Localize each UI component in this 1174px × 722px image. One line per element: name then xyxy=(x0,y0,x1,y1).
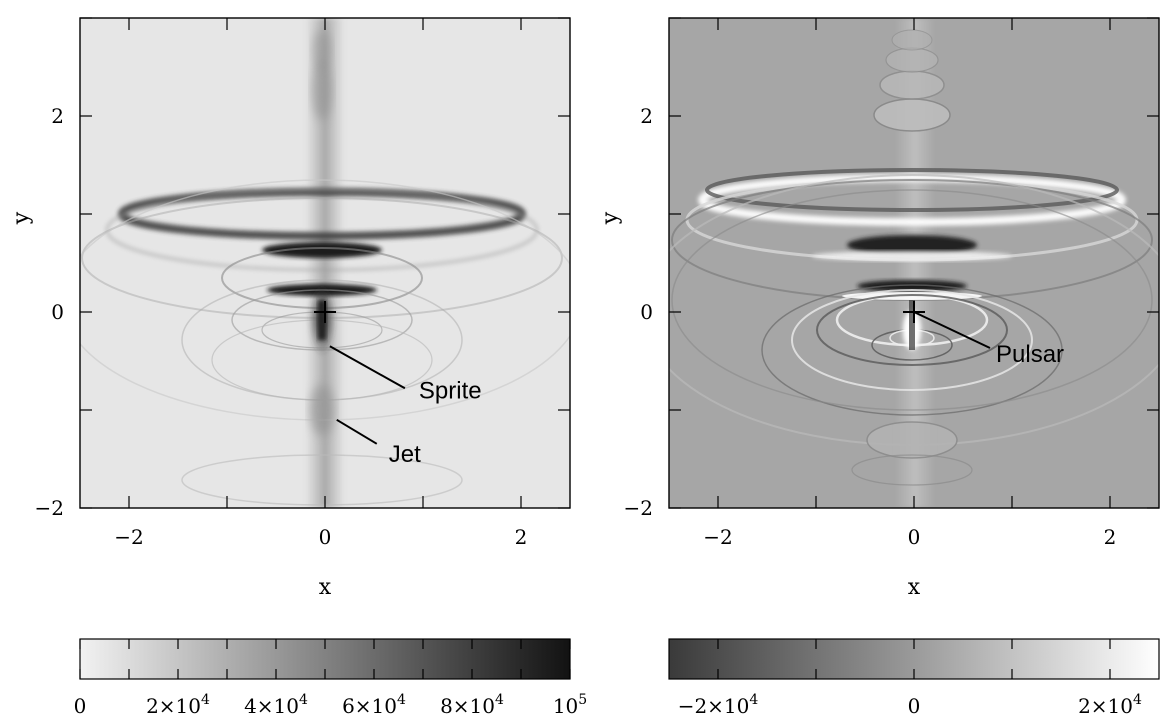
left-x-tick-label: 0 xyxy=(319,525,332,549)
right-colorbar-label: −2×104 xyxy=(678,692,759,718)
left-colorbar-axis: 0 2×104 4×104 6×104 8×104 105 xyxy=(74,639,587,718)
left-y-tick-label: −2 xyxy=(35,496,64,520)
left-axes: −2 0 2 −2 0 2 x y Sprite Jet xyxy=(9,17,571,600)
left-x-tick-label: 2 xyxy=(515,525,528,549)
annotation-sprite: Sprite xyxy=(419,377,482,404)
right-y-tick-label: 2 xyxy=(640,104,653,128)
annotation-leader-pulsar xyxy=(913,311,991,349)
annotation-leader-sprite xyxy=(329,345,406,390)
left-colorbar-label: 6×104 xyxy=(342,692,406,718)
left-y-axis-title: y xyxy=(9,211,34,225)
annotation-jet: Jet xyxy=(389,441,421,468)
left-colorbar-label: 105 xyxy=(553,692,587,718)
left-y-tick-label: 0 xyxy=(51,300,64,324)
left-x-axis-title: x xyxy=(319,575,332,600)
right-x-tick-label: 2 xyxy=(1104,525,1117,549)
annotation-leader-jet xyxy=(336,418,378,445)
right-x-tick-label: −2 xyxy=(703,525,732,549)
left-colorbar-label: 4×104 xyxy=(244,692,308,718)
right-y-tick-label: 0 xyxy=(640,300,653,324)
left-colorbar-label: 8×104 xyxy=(440,692,504,718)
left-x-tick-label: −2 xyxy=(114,525,143,549)
left-colorbar-label: 2×104 xyxy=(146,692,210,718)
left-colorbar-label: 0 xyxy=(74,694,87,718)
right-axes: −2 0 2 −2 0 2 x y Pulsar xyxy=(598,17,1160,600)
left-intensity-map xyxy=(80,18,570,508)
right-x-tick-label: 0 xyxy=(908,525,921,549)
right-colorbar-label: 2×104 xyxy=(1078,692,1142,718)
annotation-pulsar: Pulsar xyxy=(996,341,1064,368)
right-y-axis-title: y xyxy=(598,211,623,225)
right-colorbar-axis: −2×104 0 2×104 xyxy=(678,639,1142,718)
left-y-tick-label: 2 xyxy=(51,104,64,128)
right-difference-map xyxy=(669,18,1159,508)
right-y-tick-label: −2 xyxy=(624,496,653,520)
right-x-axis-title: x xyxy=(908,575,921,600)
right-colorbar-label: 0 xyxy=(908,694,921,718)
